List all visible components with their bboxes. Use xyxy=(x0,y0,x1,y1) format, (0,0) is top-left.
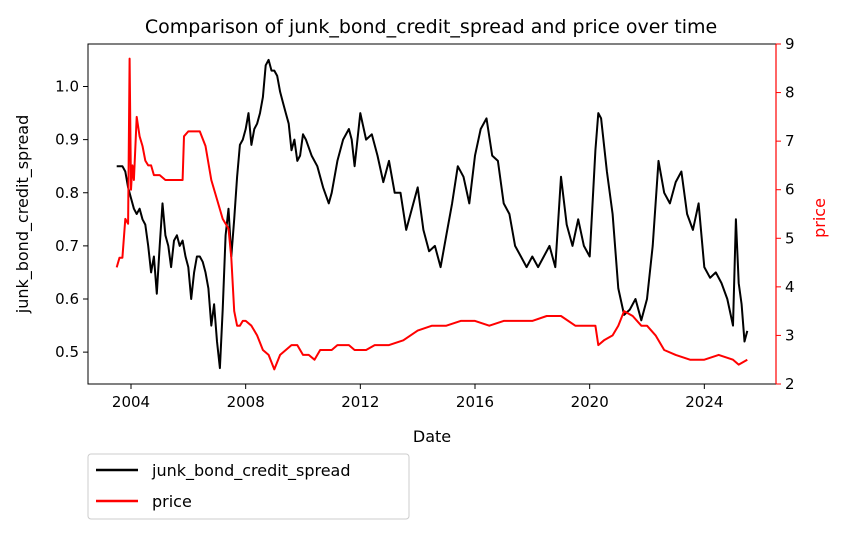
y-left-tick-label: 0.5 xyxy=(55,343,79,361)
chart-title: Comparison of junk_bond_credit_spread an… xyxy=(145,16,717,38)
y-axis-left-label: junk_bond_credit_spread xyxy=(13,115,33,315)
x-axis-label: Date xyxy=(413,427,451,446)
x-tick-label: 2024 xyxy=(685,393,723,411)
series-line-junk-bond-credit-spread xyxy=(116,58,749,370)
x-tick-label: 2008 xyxy=(227,393,265,411)
y-right-tick-label: 9 xyxy=(785,35,795,53)
y-axis-right-label: price xyxy=(810,198,829,238)
series-line-price xyxy=(115,57,748,371)
y-left-tick-label: 0.8 xyxy=(55,184,79,202)
y-left-tick-label: 0.7 xyxy=(55,237,79,255)
legend: junk_bond_credit_spread price xyxy=(87,453,410,520)
legend-label-junk-bond: junk_bond_credit_spread xyxy=(151,461,351,481)
plot-area xyxy=(87,43,777,385)
x-tick-label: 2016 xyxy=(456,393,494,411)
x-tick-label: 2012 xyxy=(341,393,379,411)
x-tick-label: 2004 xyxy=(112,393,150,411)
y-right-tick-label: 4 xyxy=(785,278,795,296)
legend-box xyxy=(87,453,410,520)
series-layer xyxy=(115,57,749,371)
y-left-tick-label: 0.6 xyxy=(55,290,79,308)
y-right-tick-label: 5 xyxy=(785,229,795,247)
legend-label-price: price xyxy=(152,492,192,511)
y-right-tick-label: 2 xyxy=(785,375,795,393)
y-left-tick-label: 1.0 xyxy=(55,78,79,96)
y-axis-right: 2 3 4 5 6 7 8 9 xyxy=(776,35,795,393)
y-left-tick-label: 0.9 xyxy=(55,131,79,149)
x-axis: 2004 2008 2012 2016 2020 2024 xyxy=(112,384,723,411)
y-right-tick-label: 3 xyxy=(785,326,795,344)
y-right-tick-label: 6 xyxy=(785,181,795,199)
x-tick-label: 2020 xyxy=(571,393,609,411)
y-right-tick-label: 8 xyxy=(785,84,795,102)
y-axis-left: 0.5 0.6 0.7 0.8 0.9 1.0 xyxy=(55,78,88,361)
y-right-tick-label: 7 xyxy=(785,132,795,150)
